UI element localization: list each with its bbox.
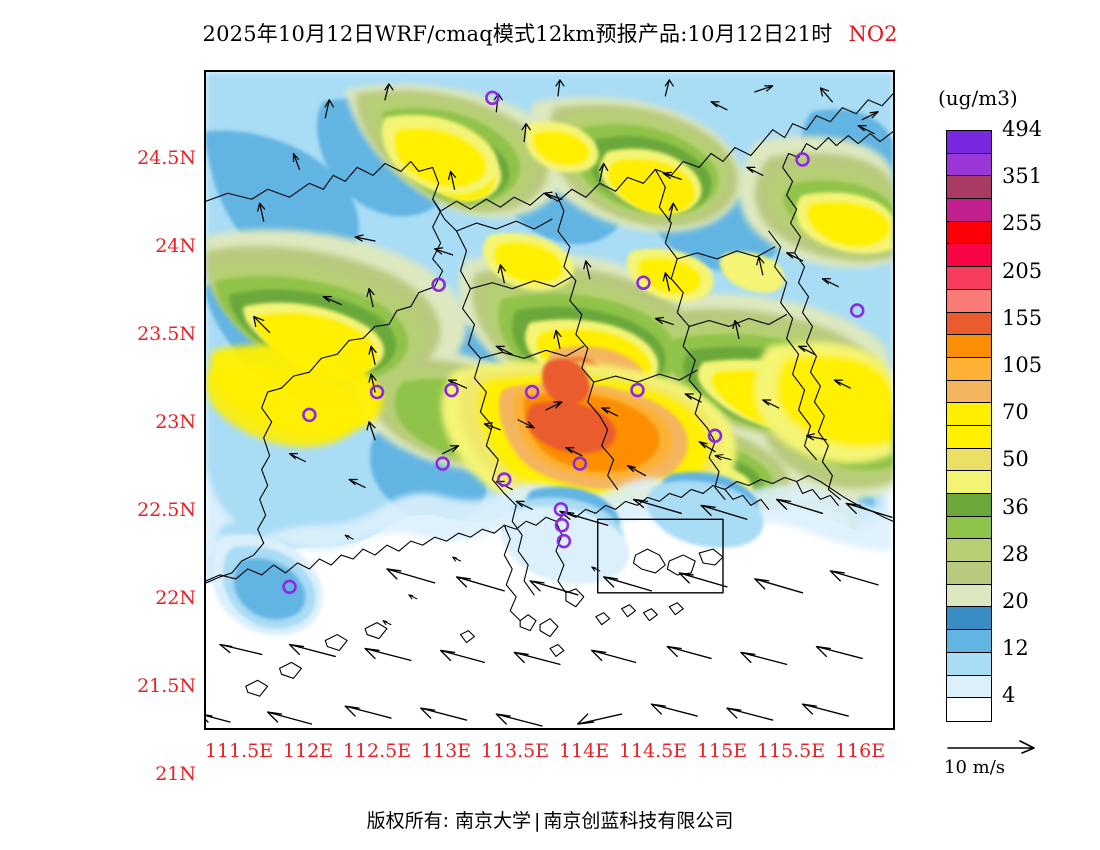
- y-tick-label: 21.5N: [137, 675, 196, 697]
- x-tick-label: 114E: [558, 740, 610, 762]
- y-tick-label: 21N: [155, 763, 196, 785]
- x-tick-label: 115E: [696, 740, 748, 762]
- x-tick-label: 113.5E: [480, 740, 550, 762]
- colorbar-band: [947, 494, 991, 517]
- colorbar-tick-label: 351: [1002, 164, 1043, 189]
- x-tick-label: 115.5E: [756, 740, 826, 762]
- footer-copyright-text: 版权所有: 南京大学: [366, 810, 532, 832]
- y-tick-label: 23N: [155, 411, 196, 433]
- colorbar-band: [947, 267, 991, 290]
- footer-company-text: 南京创蓝科技有限公司: [543, 810, 734, 832]
- y-tick-label: 24N: [155, 235, 196, 257]
- colorbar-band: [947, 652, 991, 676]
- x-tick-label: 116E: [834, 740, 886, 762]
- colorbar-units-label: (ug/m3): [938, 86, 1018, 110]
- map-plot-area: [204, 70, 895, 730]
- y-tick-label: 24.5N: [137, 147, 196, 169]
- colorbar-tick-label: 4: [1002, 683, 1016, 708]
- colorbar-band: [947, 630, 991, 653]
- footer-separator: |: [534, 810, 541, 832]
- colorbar-tick-label: 50: [1002, 447, 1029, 472]
- colorbar-band: [947, 335, 991, 358]
- wind-reference-arrow-icon: [947, 740, 1035, 754]
- colorbar-band: [947, 221, 991, 245]
- x-tick-label: 111.5E: [204, 740, 274, 762]
- wind-vector-field: [206, 79, 893, 727]
- colorbar-band: [947, 380, 991, 404]
- colorbar-tick-label: 255: [1002, 211, 1043, 236]
- colorbar-band: [947, 698, 991, 721]
- colorbar-band: [947, 357, 991, 381]
- colorbar-band: [947, 471, 991, 494]
- colorbar-tick-label: 36: [1002, 494, 1029, 519]
- x-tick-label: 112.5E: [342, 740, 412, 762]
- colorbar-tick-label: 12: [1002, 636, 1029, 661]
- footer-copyright: 版权所有: 南京大学 | 南京创蓝科技有限公司: [0, 806, 1100, 833]
- colorbar-tick-label: 155: [1002, 305, 1043, 330]
- chart-title: 2025年10月12日WRF/cmaq模式12km预报产品:10月12日21时 N…: [0, 18, 1100, 48]
- y-tick-label: 22N: [155, 587, 196, 609]
- colorbar-band: [947, 448, 991, 472]
- colorbar-tick-label: 28: [1002, 541, 1029, 566]
- x-tick-label: 112E: [282, 740, 334, 762]
- colorbar-band: [947, 403, 991, 426]
- colorbar-band: [947, 199, 991, 222]
- colorbar-band: [947, 131, 991, 154]
- colorbar-band: [947, 176, 991, 200]
- contour-fill-group: [206, 72, 893, 728]
- colorbar-band: [947, 675, 991, 699]
- chart-title-species: NO2: [848, 22, 898, 46]
- colorbar-band: [947, 244, 991, 268]
- colorbar-tick-labels: 494 351 255 205 155 105 70 50 36 28 20 12 4: [1002, 119, 1092, 720]
- colorbar-tick-label: 70: [1002, 400, 1029, 425]
- colorbar-band: [947, 539, 991, 563]
- colorbar-band: [947, 289, 991, 313]
- colorbar-band: [947, 312, 991, 336]
- colorbar-band: [947, 607, 991, 631]
- colorbar-band: [947, 584, 991, 608]
- chart-title-main: 2025年10月12日WRF/cmaq模式12km预报产品:10月12日21时: [202, 22, 833, 46]
- colorbar-tick-label: 105: [1002, 353, 1043, 377]
- y-axis-labels: 24.5N 24N 23.5N 23N 22.5N 22N 21.5N 21N: [96, 70, 196, 784]
- station-markers: [282, 90, 865, 595]
- colorbar-band: [947, 153, 991, 177]
- wind-scale-legend: 10 m/s: [942, 736, 1082, 778]
- colorbar-swatches: [946, 130, 992, 722]
- colorbar-band: [947, 562, 991, 585]
- y-tick-label: 22.5N: [137, 499, 196, 521]
- colorbar-tick-label: 205: [1002, 258, 1043, 283]
- colorbar-tick-label: 20: [1002, 589, 1029, 613]
- x-tick-label: 114.5E: [618, 740, 688, 762]
- colorbar-band: [947, 516, 991, 540]
- x-axis-labels: 111.5E 112E 112.5E 113E 113.5E 114E 114.…: [150, 742, 950, 772]
- colorbar-tick-label: 494: [1002, 117, 1043, 141]
- map-contour-canvas: [206, 72, 893, 728]
- y-tick-label: 23.5N: [137, 323, 196, 345]
- colorbar-band: [947, 425, 991, 449]
- x-tick-label: 113E: [420, 740, 472, 762]
- wind-scale-label: 10 m/s: [944, 757, 1005, 778]
